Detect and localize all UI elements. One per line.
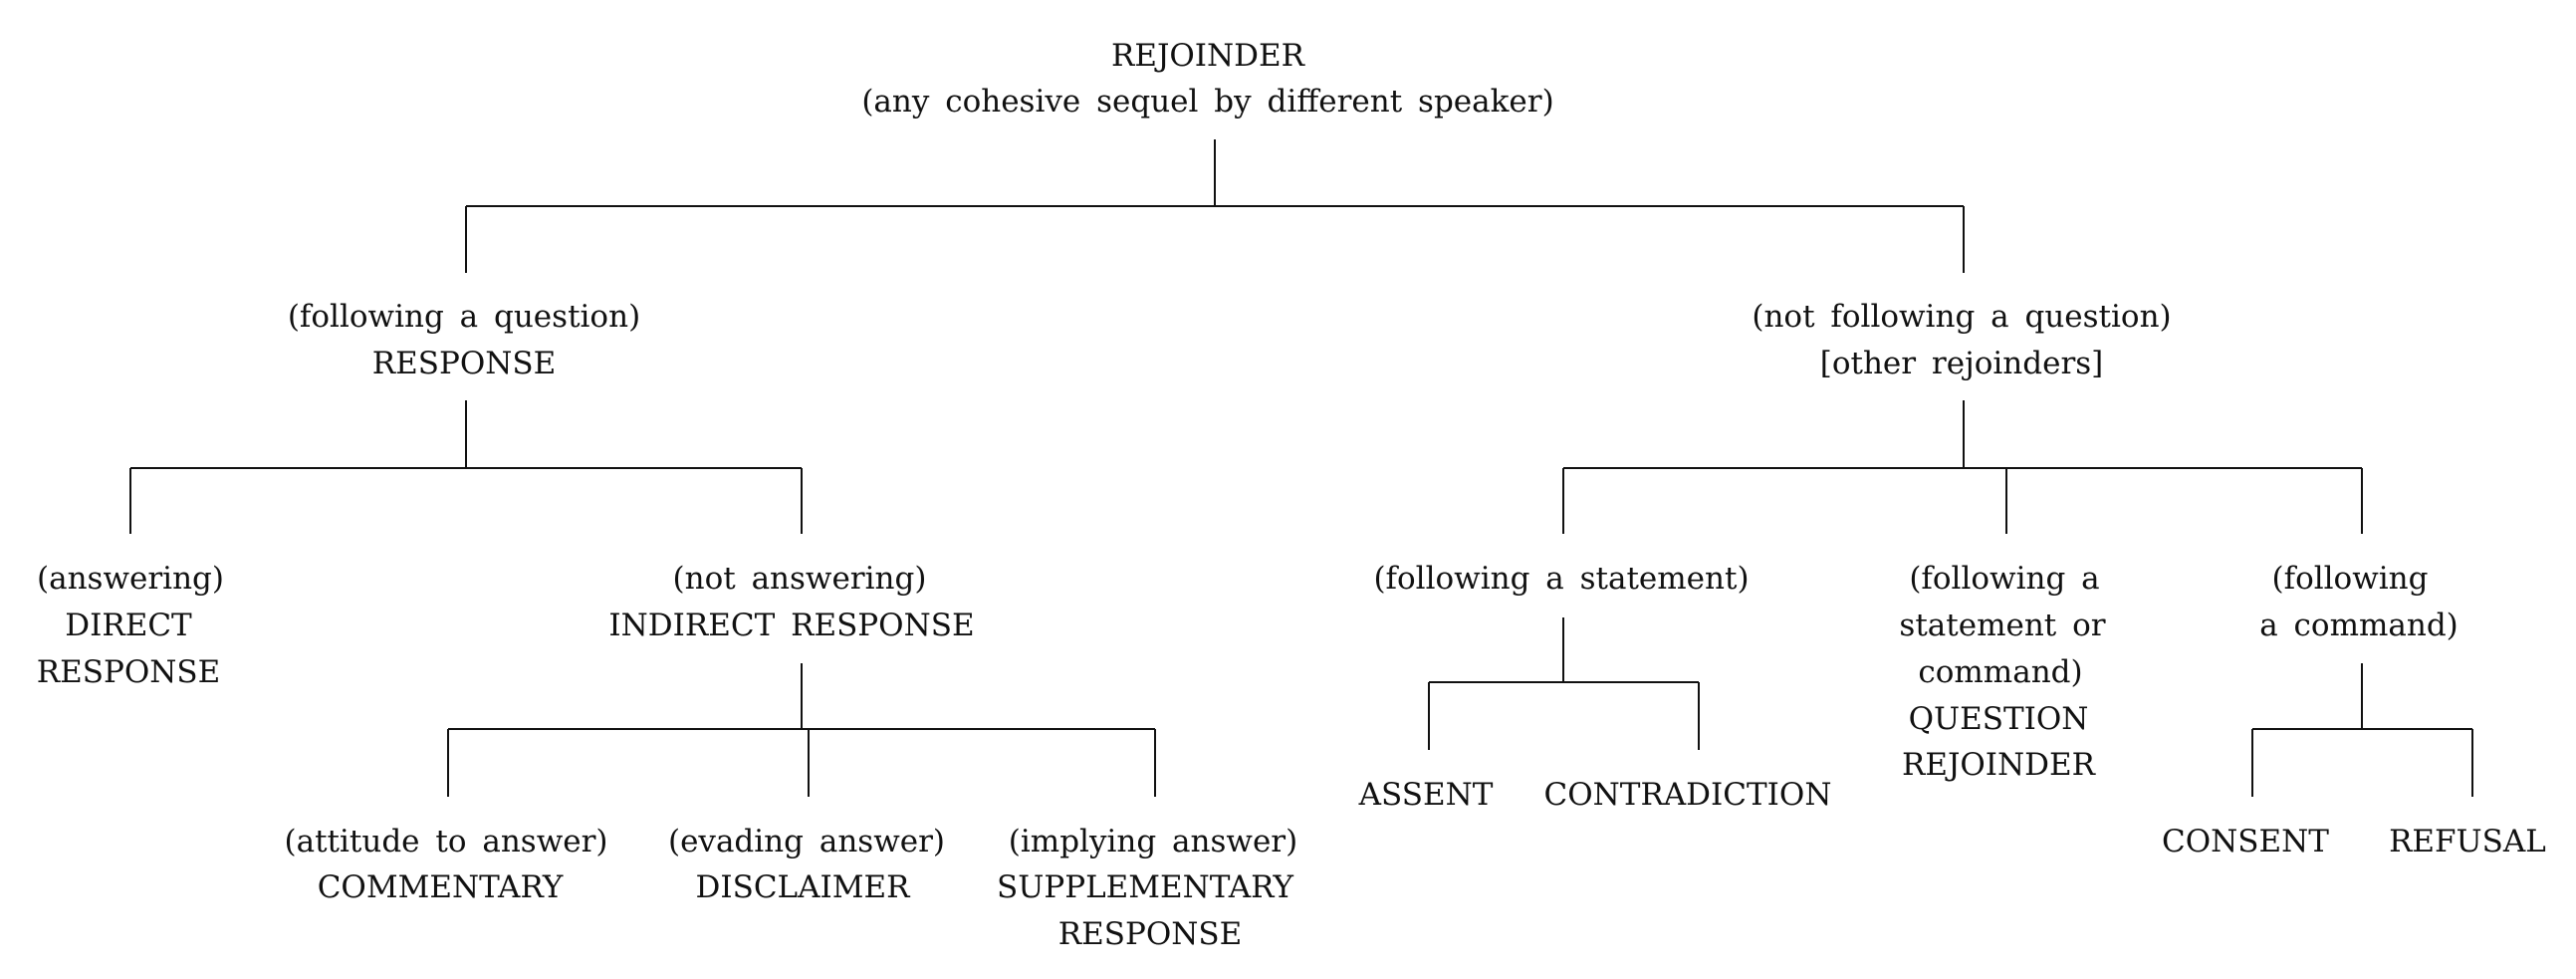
node-question-rejoinder: (following a statement or command) QUEST…	[1899, 561, 2105, 783]
node-label-line2: RESPONSE	[1058, 916, 1242, 952]
node-subtitle: (any cohesive sequel by different speake…	[861, 84, 1553, 120]
node-label-line2: REJOINDER	[1902, 747, 2097, 783]
node-label: CONSENT	[2162, 824, 2329, 859]
node-label-line1: DIRECT	[65, 608, 192, 643]
node-following-command: (following a command)	[2259, 561, 2459, 643]
node-direct-response: (answering) DIRECT RESPONSE	[37, 561, 224, 690]
node-label: INDIRECT RESPONSE	[608, 608, 974, 643]
node-label-line1: SUPPLEMENTARY	[997, 869, 1294, 905]
node-condition: (attitude to answer)	[285, 824, 608, 859]
node-disclaimer: (evading answer) DISCLAIMER	[668, 824, 945, 905]
node-following-statement: (following a statement)	[1373, 561, 1749, 597]
node-condition: (answering)	[37, 561, 224, 597]
node-condition: (following a question)	[288, 299, 640, 335]
node-condition: (following a statement)	[1373, 561, 1749, 597]
node-condition: (not following a question)	[1752, 299, 2171, 335]
node-label: CONTRADICTION	[1544, 777, 1832, 813]
node-label: ASSENT	[1358, 777, 1494, 813]
node-commentary: (attitude to answer) COMMENTARY	[285, 824, 608, 905]
node-rejoinder: REJOINDER (any cohesive sequel by differ…	[861, 38, 1553, 120]
node-condition-line3: command)	[1918, 654, 2082, 690]
node-assent: ASSENT	[1358, 777, 1494, 813]
tree-connectors	[129, 139, 2473, 797]
node-response: (following a question) RESPONSE	[288, 299, 640, 381]
node-title: REJOINDER	[1111, 38, 1306, 74]
node-condition-line2: statement or	[1899, 608, 2105, 643]
node-supplementary-response: (implying answer) SUPPLEMENTARY RESPONSE	[997, 824, 1297, 952]
node-other-rejoinders: (not following a question) [other rejoin…	[1752, 299, 2171, 381]
node-label-line1: QUESTION	[1909, 701, 2089, 737]
node-label: RESPONSE	[372, 346, 556, 381]
node-condition: (evading answer)	[668, 824, 945, 859]
node-refusal: REFUSAL	[2389, 824, 2546, 859]
node-label-line2: RESPONSE	[37, 654, 220, 690]
node-condition-line1: (following	[2272, 561, 2429, 597]
node-indirect-response: (not answering) INDIRECT RESPONSE	[608, 561, 974, 643]
node-label: REFUSAL	[2389, 824, 2546, 859]
node-consent: CONSENT	[2162, 824, 2329, 859]
node-label: COMMENTARY	[318, 869, 564, 905]
node-condition-line1: (following a	[1909, 561, 2099, 597]
node-condition-line2: a command)	[2259, 608, 2459, 643]
node-label: [other rejoinders]	[1820, 346, 2104, 381]
node-label: DISCLAIMER	[696, 869, 912, 905]
node-contradiction: CONTRADICTION	[1544, 777, 1832, 813]
node-condition: (implying answer)	[1009, 824, 1297, 859]
node-condition: (not answering)	[673, 561, 927, 597]
